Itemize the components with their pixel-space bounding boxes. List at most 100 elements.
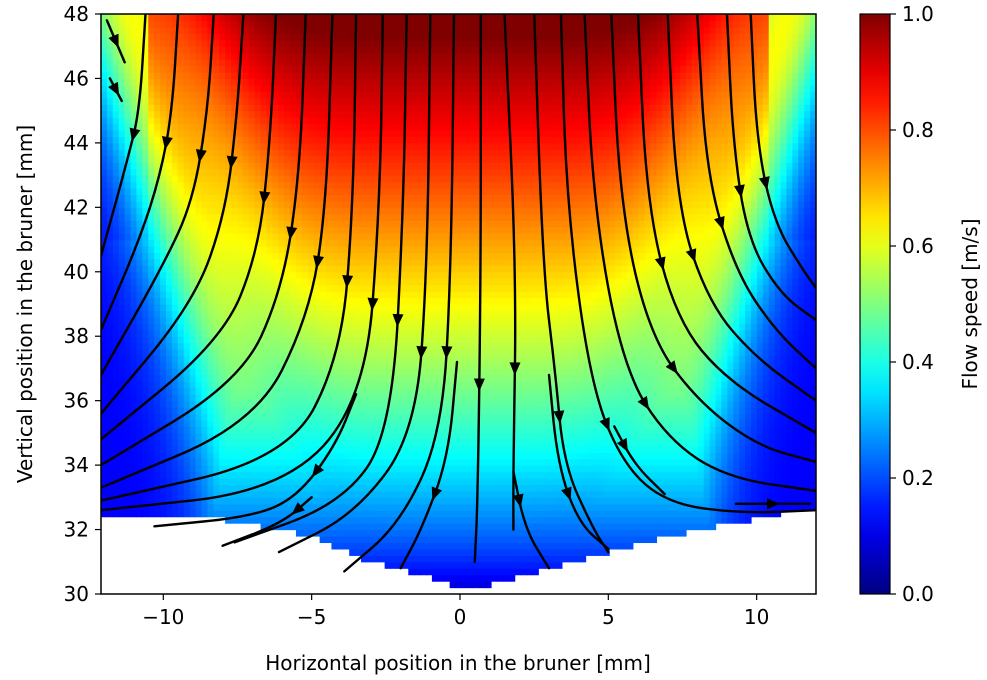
heatmap-cell [496, 426, 504, 434]
heatmap-cell [414, 291, 421, 299]
heatmap-cell [313, 284, 321, 292]
heatmap-cell [514, 291, 522, 299]
heatmap-cell [319, 336, 327, 344]
heatmap-cell [408, 304, 415, 312]
heatmap-cell [112, 355, 120, 363]
heatmap-cell [561, 458, 569, 466]
heatmap-cell [313, 439, 321, 447]
heatmap-cell [674, 310, 681, 318]
heatmap-cell [792, 445, 799, 453]
heatmap-cell [449, 439, 457, 447]
heatmap-cell [408, 291, 415, 299]
heatmap-cell [236, 271, 244, 279]
heatmap-cell [431, 523, 439, 531]
heatmap-cell [183, 484, 191, 492]
heatmap-cell [337, 413, 344, 421]
heatmap-cell [609, 445, 616, 453]
heatmap-cell [154, 445, 161, 453]
heatmap-cell [331, 516, 338, 524]
heatmap-cell [644, 536, 652, 544]
heatmap-cell [278, 374, 285, 382]
heatmap-cell [106, 329, 114, 337]
heatmap-cell [248, 342, 256, 350]
heatmap-cell [508, 439, 516, 447]
heatmap-cell [756, 465, 764, 473]
heatmap-cell [550, 471, 557, 479]
heatmap-cell [160, 349, 167, 357]
heatmap-cell [786, 291, 793, 299]
heatmap-cell [112, 394, 120, 402]
heatmap-cell [260, 497, 268, 505]
heatmap-cell [591, 342, 598, 350]
heatmap-cell [449, 291, 457, 299]
heatmap-cell [485, 329, 492, 337]
heatmap-cell [112, 503, 120, 511]
heatmap-cell [242, 297, 250, 305]
heatmap-cell [508, 471, 516, 479]
heatmap-cell [603, 310, 610, 318]
heatmap-cell [284, 510, 291, 518]
heatmap-cell [361, 484, 368, 492]
heatmap-cell [455, 420, 463, 428]
heatmap-cell [786, 355, 793, 363]
heatmap-cell [762, 510, 770, 518]
heatmap-cell [585, 458, 593, 466]
heatmap-cell [431, 426, 439, 434]
heatmap-cell [727, 349, 734, 357]
heatmap-cell [715, 471, 723, 479]
heatmap-cell [715, 490, 723, 498]
heatmap-cell [213, 278, 220, 286]
heatmap-cell [130, 465, 138, 473]
heatmap-cell [449, 342, 457, 350]
heatmap-cell [579, 465, 587, 473]
heatmap-cell [751, 497, 758, 505]
heatmap-cell [550, 484, 557, 492]
heatmap-cell [502, 516, 510, 524]
heatmap-cell [272, 284, 279, 292]
heatmap-cell [290, 291, 297, 299]
heatmap-cell [597, 291, 604, 299]
heatmap-cell [437, 426, 445, 434]
heatmap-cell [520, 400, 528, 408]
heatmap-cell [615, 420, 622, 428]
heatmap-cell [579, 471, 587, 479]
heatmap-cell [786, 349, 793, 357]
heatmap-cell [573, 329, 581, 337]
heatmap-cell [804, 478, 811, 486]
heatmap-cell [733, 304, 740, 312]
heatmap-cell [467, 394, 474, 402]
heatmap-cell [526, 310, 533, 318]
heatmap-cell [804, 329, 811, 337]
heatmap-cell [426, 510, 433, 518]
heatmap-cell [798, 329, 805, 337]
heatmap-cell [491, 323, 498, 331]
heatmap-cell [296, 381, 303, 389]
heatmap-cell [266, 497, 273, 505]
heatmap-cell [331, 291, 338, 299]
heatmap-cell [467, 310, 474, 318]
heatmap-cell [526, 342, 533, 350]
heatmap-cell [739, 458, 746, 466]
heatmap-cell [213, 510, 220, 518]
heatmap-cell [390, 291, 398, 299]
heatmap-cell [195, 374, 203, 382]
heatmap-cell [130, 355, 138, 363]
heatmap-cell [479, 458, 486, 466]
heatmap-cell [520, 445, 528, 453]
heatmap-cell [733, 490, 740, 498]
heatmap-cell [420, 400, 427, 408]
heatmap-cell [668, 413, 675, 421]
heatmap-cell [786, 497, 793, 505]
heatmap-cell [798, 458, 805, 466]
heatmap-cell [307, 304, 315, 312]
heatmap-cell [751, 432, 758, 440]
heatmap-cell [550, 516, 557, 524]
heatmap-cell [538, 439, 545, 447]
heatmap-cell [532, 297, 539, 305]
heatmap-cell [603, 304, 610, 312]
heatmap-cell [691, 510, 699, 518]
heatmap-cell [408, 426, 415, 434]
heatmap-cell [301, 452, 309, 460]
heatmap-cell [798, 297, 805, 305]
heatmap-cell [331, 510, 338, 518]
